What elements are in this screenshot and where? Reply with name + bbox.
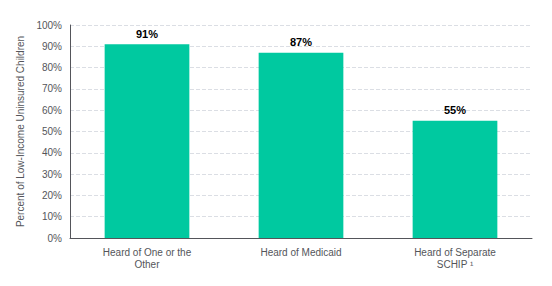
svg-text:91%: 91% [136, 28, 158, 40]
svg-text:Heard of Separate: Heard of Separate [414, 247, 496, 258]
svg-text:90%: 90% [42, 41, 62, 52]
svg-text:Other: Other [134, 259, 160, 270]
svg-text:30%: 30% [42, 169, 62, 180]
svg-text:100%: 100% [36, 20, 62, 31]
svg-text:Heard of Medicaid: Heard of Medicaid [260, 247, 341, 258]
svg-text:50%: 50% [42, 126, 62, 137]
svg-text:SCHIP ¹: SCHIP ¹ [437, 259, 474, 270]
svg-text:87%: 87% [290, 36, 312, 48]
svg-text:55%: 55% [444, 104, 466, 116]
svg-text:40%: 40% [42, 147, 62, 158]
svg-text:70%: 70% [42, 83, 62, 94]
svg-text:80%: 80% [42, 62, 62, 73]
svg-text:20%: 20% [42, 190, 62, 201]
svg-text:60%: 60% [42, 105, 62, 116]
svg-text:10%: 10% [42, 211, 62, 222]
svg-text:Heard of One or the: Heard of One or the [103, 247, 192, 258]
svg-text:0%: 0% [48, 233, 63, 244]
svg-text:Percent of Low-Income Uninsure: Percent of Low-Income Uninsured Children [15, 36, 26, 227]
